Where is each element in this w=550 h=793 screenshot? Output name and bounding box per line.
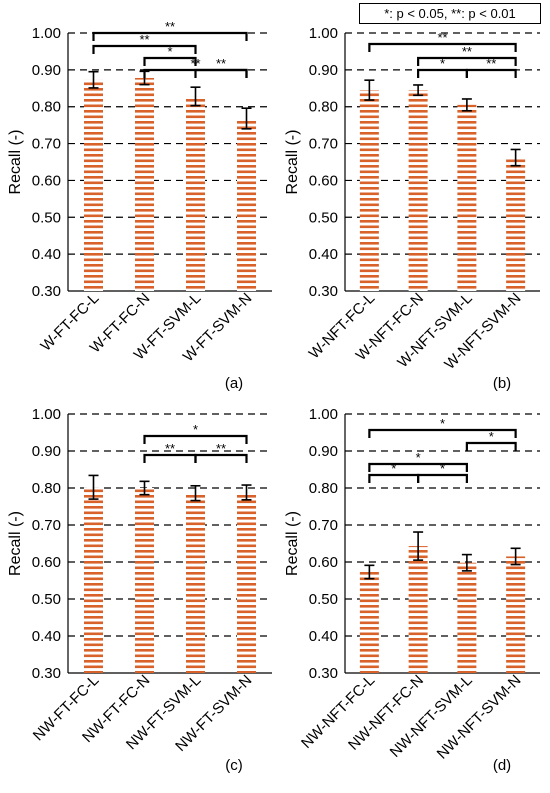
y-tick-label: 0.40 — [32, 246, 61, 263]
bar — [237, 118, 256, 291]
significance-bracket — [143, 56, 197, 66]
significance-label: * — [193, 422, 198, 437]
category-label: NW-NFT-SVM-L — [387, 672, 476, 761]
bar — [135, 77, 154, 291]
bar — [135, 488, 154, 673]
y-tick-label: 0.80 — [32, 480, 61, 497]
significance-bracket — [368, 428, 517, 438]
y-tick-label: 0.80 — [32, 99, 61, 116]
y-tick-label: 1.00 — [309, 25, 338, 42]
panel-label: (d) — [493, 757, 511, 774]
significance-bracket — [143, 434, 248, 444]
y-tick-label: 0.70 — [309, 517, 338, 534]
y-tick-label: 0.50 — [32, 209, 61, 226]
bar — [457, 104, 477, 291]
y-tick-label: 0.90 — [309, 62, 338, 79]
y-tick-label: 0.30 — [309, 283, 338, 300]
y-tick-label: 0.50 — [309, 591, 338, 608]
significance-bracket — [143, 453, 197, 463]
significance-bracket — [92, 44, 197, 54]
significance-bracket — [417, 68, 468, 78]
y-axis-label: Recall (-) — [7, 130, 24, 195]
significance-label: * — [440, 416, 445, 431]
y-tick-label: 0.30 — [32, 665, 61, 682]
y-tick-label: 0.80 — [309, 99, 338, 116]
y-tick-label: 0.80 — [309, 480, 338, 497]
y-tick-label: 1.00 — [32, 406, 61, 423]
y-axis-label: Recall (-) — [284, 511, 301, 576]
y-tick-label: 0.40 — [309, 628, 338, 645]
significance-legend: *: p < 0.05, **: p < 0.01 — [359, 3, 541, 24]
y-tick-label: 0.50 — [309, 209, 338, 226]
significance-label: ** — [216, 56, 226, 71]
panel-label: (c) — [225, 757, 243, 774]
bar — [84, 79, 103, 292]
y-axis-label: Recall (-) — [284, 130, 301, 195]
significance-label: * — [416, 450, 421, 465]
category-label: NW-NFT-SVM-N — [434, 672, 525, 763]
significance-bracket — [417, 56, 517, 66]
significance-bracket — [465, 441, 517, 451]
y-tick-label: 0.70 — [309, 136, 338, 153]
bar — [359, 90, 379, 291]
significance-label: * — [167, 44, 172, 59]
chart-panel-d: 0.30 0.40 0.50 0.60 0.70 0.80 0.90 1.00 Recall (… — [284, 406, 540, 774]
y-tick-label: 0.30 — [309, 665, 338, 682]
panel-label: (b) — [493, 375, 511, 392]
y-tick-label: 0.60 — [309, 554, 338, 571]
significance-label: ** — [216, 441, 226, 456]
significance-label: ** — [462, 44, 472, 59]
y-axis-label: Recall (-) — [7, 511, 24, 576]
bar — [359, 571, 379, 673]
chart-panel-b: 0.30 0.40 0.50 0.60 0.70 0.80 0.90 1.00 Recall (… — [284, 25, 540, 392]
significance-label: * — [440, 461, 445, 476]
bar — [237, 492, 256, 673]
bar — [408, 546, 428, 673]
y-tick-label: 1.00 — [32, 25, 61, 42]
significance-bracket — [417, 473, 468, 483]
chart-panel-a: 0.30 0.40 0.50 0.60 0.70 0.80 0.90 1.00 Recall (… — [7, 19, 272, 392]
bar — [506, 157, 526, 291]
y-tick-label: 0.70 — [32, 517, 61, 534]
bar — [186, 493, 205, 673]
bar — [84, 487, 103, 673]
y-tick-label: 0.60 — [309, 172, 338, 189]
significance-label: * — [391, 461, 396, 476]
significance-label: ** — [139, 32, 149, 47]
chart-panel-c: 0.30 0.40 0.50 0.60 0.70 0.80 0.90 1.00 Recall (… — [7, 406, 272, 774]
bar — [186, 96, 205, 291]
y-tick-label: 0.30 — [32, 283, 61, 300]
significance-label: * — [440, 56, 445, 71]
significance-label: * — [489, 429, 494, 444]
y-tick-label: 0.60 — [32, 172, 61, 189]
significance-bracket — [465, 68, 517, 78]
y-tick-label: 0.90 — [309, 443, 338, 460]
panel-label: (a) — [225, 375, 243, 392]
significance-bracket — [92, 31, 248, 41]
y-tick-label: 0.40 — [32, 628, 61, 645]
significance-label: ** — [437, 30, 447, 45]
significance-bracket — [368, 462, 468, 472]
y-tick-label: 0.50 — [32, 591, 61, 608]
y-tick-label: 0.90 — [32, 62, 61, 79]
bar — [408, 90, 428, 291]
y-tick-label: 0.40 — [309, 246, 338, 263]
significance-bracket — [194, 68, 248, 78]
significance-bracket — [368, 473, 420, 483]
bar — [457, 562, 477, 673]
significance-bracket — [368, 42, 517, 52]
y-tick-label: 0.90 — [32, 443, 61, 460]
significance-label: ** — [165, 441, 175, 456]
y-tick-label: 1.00 — [309, 406, 338, 423]
bar — [506, 556, 526, 673]
significance-label: ** — [486, 56, 496, 71]
y-tick-label: 0.60 — [32, 554, 61, 571]
y-tick-label: 0.70 — [32, 136, 61, 153]
significance-bracket — [194, 453, 248, 463]
significance-label: ** — [165, 19, 175, 34]
